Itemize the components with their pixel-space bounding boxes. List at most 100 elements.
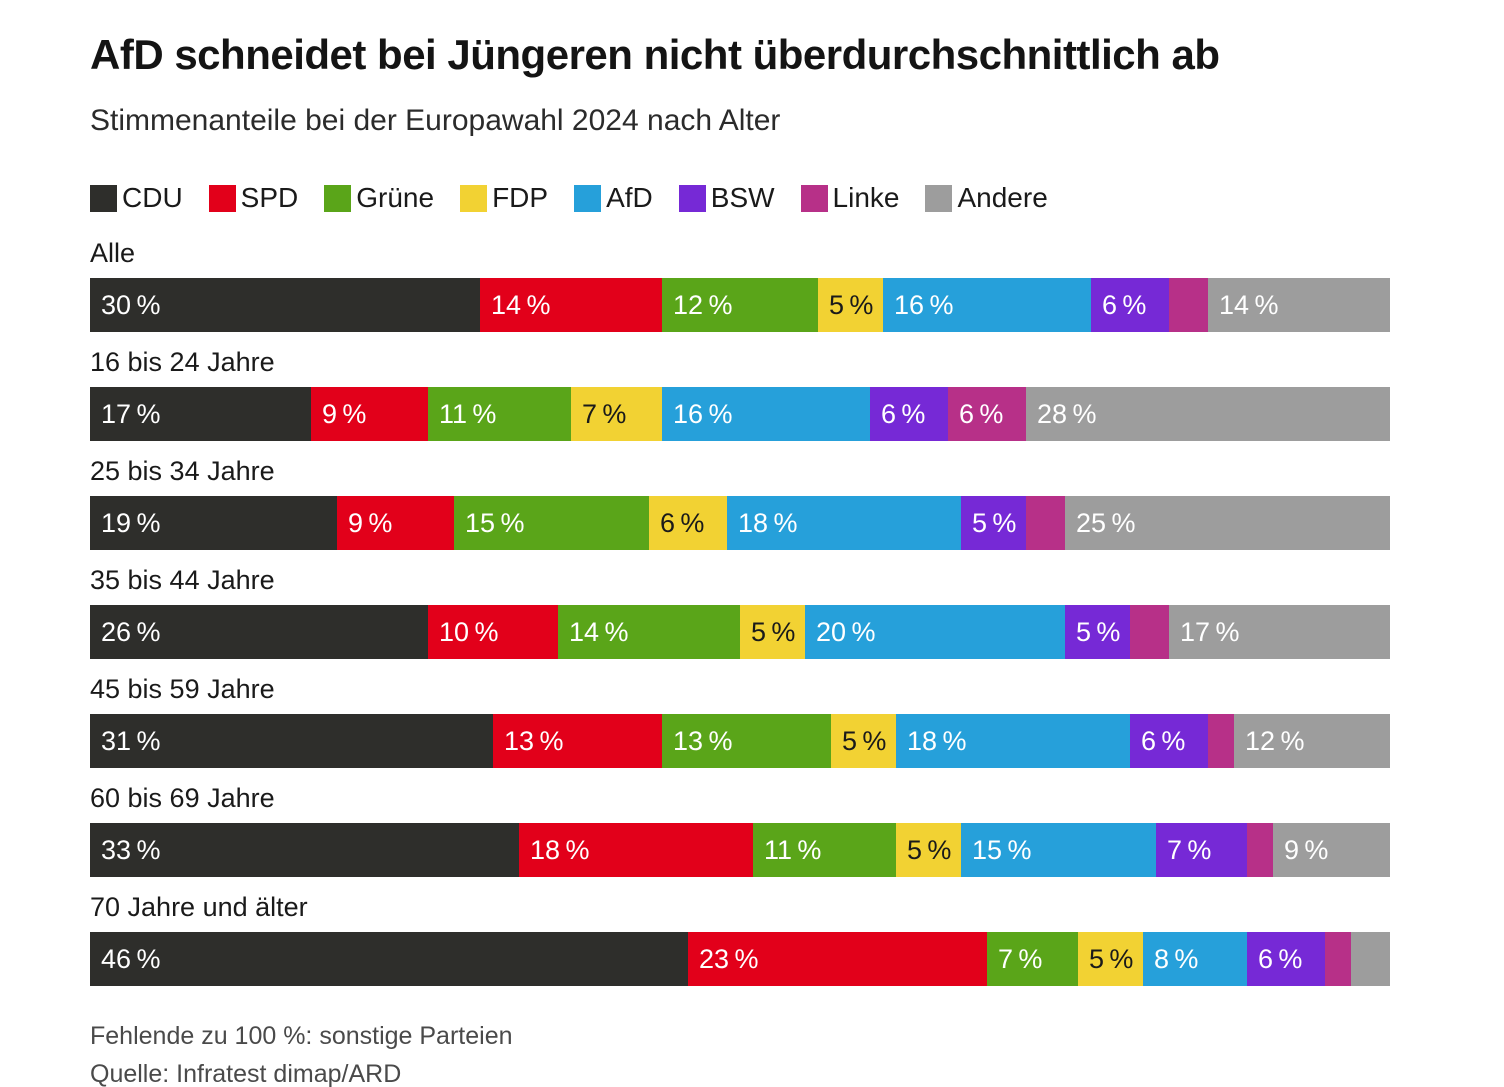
legend-label-bsw: BSW xyxy=(710,182,775,214)
bar-segment-spd: 18 % xyxy=(519,823,753,878)
bar-value-label: 46 % xyxy=(101,943,161,974)
bar-value-label: 7 % xyxy=(1167,834,1212,865)
bar-value-label: 9 % xyxy=(322,398,367,429)
bar-segment-andere: 28 % xyxy=(1026,387,1390,442)
bar-segment-fdp: 6 % xyxy=(649,496,727,551)
legend-item-fdp: FDP xyxy=(460,182,548,214)
bar-group: 45 bis 59 Jahre 31 % 13 % 13 % 5 % 18 % 6 % 12 … xyxy=(90,672,1390,769)
stacked-bar: 17 % 9 % 11 % 7 % 16 % 6 % 6 % 28 % xyxy=(90,387,1390,442)
stacked-bar: 46 % 23 % 7 % 5 % 8 % 6 % xyxy=(90,932,1390,987)
bar-value-label: 7 % xyxy=(998,943,1043,974)
legend-item-bsw: BSW xyxy=(678,182,775,214)
bar-segment-cdu: 26 % xyxy=(90,605,428,660)
bar-value-label: 14 % xyxy=(491,289,551,320)
bar-value-label: 5 % xyxy=(1076,616,1121,647)
bar-value-label: 9 % xyxy=(348,507,393,538)
bar-value-label: 9 % xyxy=(1284,834,1329,865)
bar-segment-bsw: 6 % xyxy=(1091,278,1169,333)
bar-segment-fdp: 7 % xyxy=(571,387,662,442)
stacked-bar: 19 % 9 % 15 % 6 % 18 % 5 % 25 % xyxy=(90,496,1390,551)
legend-label-linke: Linke xyxy=(832,182,900,214)
bar-value-label: 12 % xyxy=(673,289,733,320)
bar-segment-bsw: 7 % xyxy=(1156,823,1247,878)
group-label: 60 bis 69 Jahre xyxy=(90,783,275,814)
bar-segment-fdp: 5 % xyxy=(831,714,896,769)
legend-label-fdp: FDP xyxy=(492,182,549,214)
bar-segment-afd: 8 % xyxy=(1143,932,1247,987)
group-label: 35 bis 44 Jahre xyxy=(90,565,275,596)
bar-value-label: 8 % xyxy=(1154,943,1199,974)
bar-segment-linke xyxy=(1169,278,1208,333)
bar-segment-spd: 13 % xyxy=(493,714,662,769)
legend-label-afd: AfD xyxy=(606,182,653,214)
legend-swatch-grüne xyxy=(324,184,352,212)
bar-value-label: 7 % xyxy=(582,398,627,429)
bar-segment-grüne: 11 % xyxy=(428,387,571,442)
bar-value-label: 19 % xyxy=(101,507,161,538)
bar-value-label: 20 % xyxy=(816,616,876,647)
footer-missing-note: Fehlende zu 100 %: sonstige Parteien xyxy=(90,1022,513,1051)
bar-value-label: 16 % xyxy=(673,398,733,429)
bar-segment-linke xyxy=(1208,714,1234,769)
bar-segment-grüne: 13 % xyxy=(662,714,831,769)
bar-value-label: 26 % xyxy=(101,616,161,647)
bar-segment-afd: 20 % xyxy=(805,605,1065,660)
legend-item-spd: SPD xyxy=(208,182,299,214)
bar-value-label: 17 % xyxy=(101,398,161,429)
group-label: 70 Jahre und älter xyxy=(90,892,308,923)
bar-segment-cdu: 17 % xyxy=(90,387,311,442)
bar-segment-afd: 18 % xyxy=(727,496,961,551)
chart: Alle 30 % 14 % 12 % 5 % 16 % 6 % 14 % 16 bis 24 … xyxy=(90,236,1390,987)
bar-value-label: 31 % xyxy=(101,725,161,756)
bar-segment-linke xyxy=(1026,496,1065,551)
bar-segment-linke xyxy=(1130,605,1169,660)
legend: CDU SPD Grüne FDP AfD BSW Linke Andere xyxy=(90,182,1390,214)
bar-segment-fdp: 5 % xyxy=(740,605,805,660)
bar-value-label: 6 % xyxy=(1102,289,1147,320)
group-label: 25 bis 34 Jahre xyxy=(90,456,275,487)
bar-value-label: 11 % xyxy=(764,834,822,865)
bar-value-label: 6 % xyxy=(959,398,1004,429)
legend-item-grüne: Grüne xyxy=(324,182,434,214)
bar-segment-linke xyxy=(1247,823,1273,878)
bar-value-label: 5 % xyxy=(972,507,1017,538)
legend-item-afd: AfD xyxy=(574,182,653,214)
bar-segment-grüne: 15 % xyxy=(454,496,649,551)
bar-group: 35 bis 44 Jahre 26 % 10 % 14 % 5 % 20 % 5 % 17 … xyxy=(90,563,1390,660)
bar-segment-grüne: 12 % xyxy=(662,278,818,333)
bar-segment-cdu: 31 % xyxy=(90,714,493,769)
bar-segment-andere: 14 % xyxy=(1208,278,1390,333)
legend-label-spd: SPD xyxy=(240,182,299,214)
bar-value-label: 5 % xyxy=(829,289,874,320)
footer: Fehlende zu 100 %: sonstige Parteien Que… xyxy=(90,1018,1390,1087)
bar-segment-grüne: 14 % xyxy=(558,605,740,660)
bar-segment-andere: 9 % xyxy=(1273,823,1390,878)
legend-label-cdu: CDU xyxy=(122,182,183,214)
bar-value-label: 30 % xyxy=(101,289,161,320)
footer-source: Quelle: Infratest dimap/ARD xyxy=(90,1059,402,1087)
stacked-bar: 33 % 18 % 11 % 5 % 15 % 7 % 9 % xyxy=(90,823,1390,878)
legend-swatch-afd xyxy=(574,184,602,212)
bar-value-label: 18 % xyxy=(738,507,798,538)
bar-value-label: 28 % xyxy=(1037,398,1097,429)
bar-value-label: 6 % xyxy=(660,507,705,538)
bar-group: 25 bis 34 Jahre 19 % 9 % 15 % 6 % 18 % 5 % 25 % xyxy=(90,454,1390,551)
bar-value-label: 5 % xyxy=(907,834,952,865)
bar-value-label: 16 % xyxy=(894,289,954,320)
legend-label-andere: Andere xyxy=(957,182,1048,214)
bar-value-label: 25 % xyxy=(1076,507,1136,538)
bar-value-label: 14 % xyxy=(1219,289,1279,320)
legend-swatch-fdp xyxy=(460,184,488,212)
bar-value-label: 12 % xyxy=(1245,725,1305,756)
bar-value-label: 11 % xyxy=(439,398,497,429)
legend-item-cdu: CDU xyxy=(90,182,183,214)
legend-item-linke: Linke xyxy=(800,182,900,214)
bar-value-label: 18 % xyxy=(907,725,967,756)
bar-segment-bsw: 6 % xyxy=(1130,714,1208,769)
stacked-bar: 31 % 13 % 13 % 5 % 18 % 6 % 12 % xyxy=(90,714,1390,769)
bar-segment-cdu: 19 % xyxy=(90,496,337,551)
bar-segment-spd: 10 % xyxy=(428,605,558,660)
group-label: Alle xyxy=(90,238,136,269)
bar-segment-bsw: 6 % xyxy=(1247,932,1325,987)
